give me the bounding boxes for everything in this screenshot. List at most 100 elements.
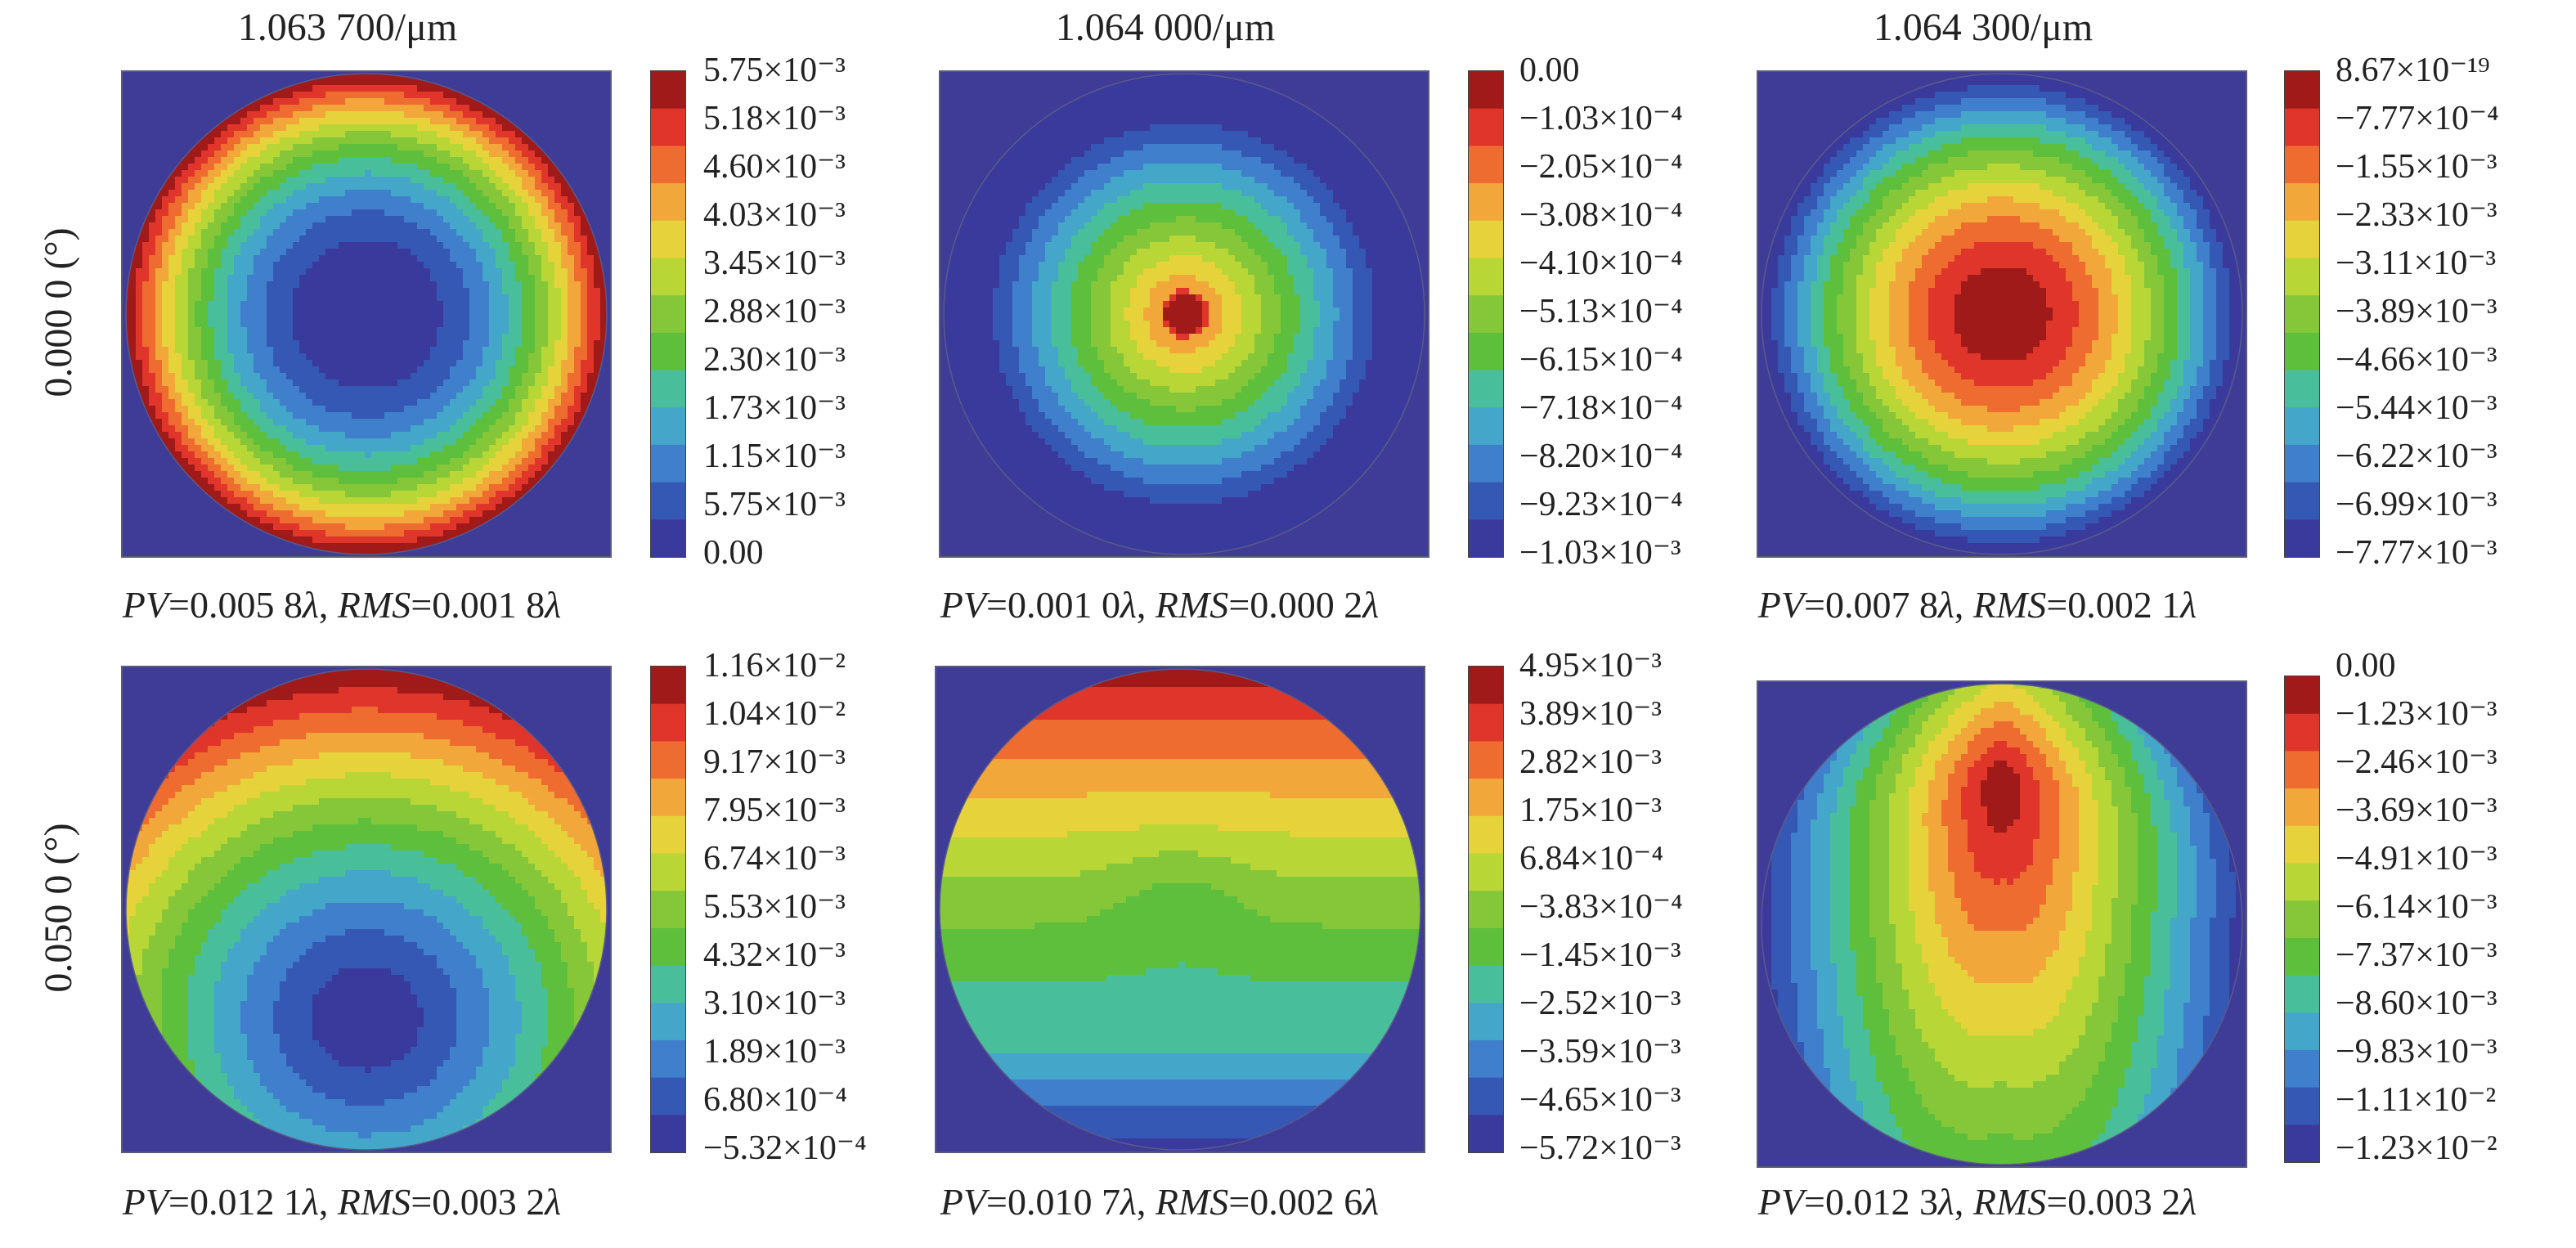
heatmap-cell: [201, 144, 209, 151]
heatmap-cell: [502, 504, 509, 511]
heatmap-cell: [411, 255, 418, 263]
heatmap-cell: [581, 294, 588, 302]
heatmap-cell: [1065, 131, 1072, 138]
heatmap-cell: [384, 412, 392, 420]
heatmap-cell: [312, 425, 320, 433]
heatmap-cell: [417, 536, 424, 544]
heatmap-cell: [587, 347, 595, 354]
heatmap-cell: [273, 242, 280, 249]
heatmap-cell: [509, 379, 516, 387]
heatmap-cell: [247, 327, 254, 334]
heatmap-cell: [463, 308, 470, 315]
heatmap-cell: [332, 543, 339, 550]
heatmap-cell: [136, 334, 143, 341]
heatmap-cell: [391, 523, 398, 531]
heatmap-cell: [496, 177, 503, 184]
heatmap-cell: [424, 550, 431, 554]
heatmap-cell: [358, 465, 366, 472]
heatmap-cell: [201, 236, 209, 243]
heatmap-cell: [365, 255, 372, 263]
heatmap-cell: [227, 478, 235, 485]
heatmap-cell: [469, 131, 477, 138]
heatmap-cell: [548, 249, 555, 256]
heatmap-cell: [214, 386, 222, 393]
heatmap-cell: [594, 314, 601, 321]
heatmap-cell: [339, 275, 346, 282]
heatmap-cell: [227, 144, 235, 151]
heatmap-cell: [450, 445, 457, 452]
heatmap-cell: [358, 308, 366, 315]
heatmap-cell: [496, 517, 503, 524]
heatmap-cell: [522, 236, 529, 243]
heatmap-cell: [267, 530, 274, 537]
heatmap-cell: [463, 340, 470, 348]
heatmap-cell: [482, 373, 490, 380]
heatmap-cell: [293, 530, 300, 537]
heatmap-cell: [417, 177, 424, 184]
heatmap-cell: [417, 74, 424, 79]
heatmap-cell: [496, 275, 503, 282]
heatmap-cell: [260, 236, 267, 243]
heatmap-cell: [365, 124, 372, 132]
heatmap-cell: [260, 144, 267, 151]
heatmap-cell: [568, 321, 575, 328]
heatmap-cell: [319, 478, 326, 485]
heatmap-cell: [280, 321, 287, 328]
heatmap-cell: [496, 510, 503, 518]
heatmap-cell: [541, 177, 549, 184]
heatmap-cell: [424, 92, 431, 99]
heatmap-cell: [312, 203, 320, 210]
heatmap-cell: [476, 229, 483, 236]
heatmap-cell: [404, 451, 411, 459]
heatmap-cell: [607, 281, 610, 289]
heatmap-cell: [430, 366, 438, 374]
heatmap-cell: [260, 510, 267, 518]
heatmap-cell: [1281, 131, 1288, 138]
heatmap-cell: [1058, 137, 1066, 145]
heatmap-cell: [142, 236, 150, 243]
row-label: 0.000 0 (°): [34, 227, 83, 397]
heatmap-cell: [325, 432, 333, 439]
heatmap-cell: [332, 294, 339, 302]
heatmap-cell: [411, 131, 418, 138]
heatmap-cell: [554, 203, 562, 210]
heatmap-cell: [345, 438, 352, 446]
heatmap-cell: [456, 118, 464, 125]
heatmap-cell: [489, 98, 496, 105]
heatmap-cell: [325, 74, 333, 79]
heatmap-cell: [456, 222, 464, 230]
heatmap-cell: [1137, 144, 1144, 151]
heatmap-cell: [535, 425, 542, 433]
heatmap-cell: [1143, 124, 1151, 132]
heatmap-cell: [247, 491, 254, 498]
heatmap-cell: [339, 432, 346, 439]
heatmap-cell: [561, 425, 568, 433]
heatmap-cell: [397, 366, 405, 374]
heatmap-cell: [286, 170, 294, 177]
heatmap-cell: [541, 334, 549, 341]
heatmap-cell: [188, 170, 195, 177]
heatmap-cell: [260, 111, 267, 119]
heatmap-cell: [299, 406, 307, 413]
heatmap-cell: [280, 399, 287, 406]
heatmap-cell: [411, 327, 418, 334]
heatmap-cell: [345, 353, 352, 361]
heatmap-cell: [568, 353, 575, 361]
heatmap-cell: [319, 137, 326, 145]
heatmap-cell: [1124, 131, 1131, 138]
heatmap-cell: [515, 183, 523, 191]
heatmap-cell: [384, 294, 392, 302]
heatmap-cell: [482, 294, 490, 302]
heatmap-cell: [339, 157, 346, 164]
heatmap-cell: [397, 543, 405, 550]
heatmap-cell: [502, 124, 509, 132]
heatmap-cell: [221, 412, 228, 420]
heatmap-cell: [168, 373, 176, 380]
heatmap-cell: [489, 308, 496, 315]
heatmap-cell: [208, 150, 215, 158]
heatmap-cell: [358, 478, 366, 485]
heatmap-cell: [142, 294, 150, 302]
heatmap-cell: [411, 98, 418, 105]
heatmap-cell: [548, 308, 555, 315]
heatmap-cell: [384, 118, 392, 125]
